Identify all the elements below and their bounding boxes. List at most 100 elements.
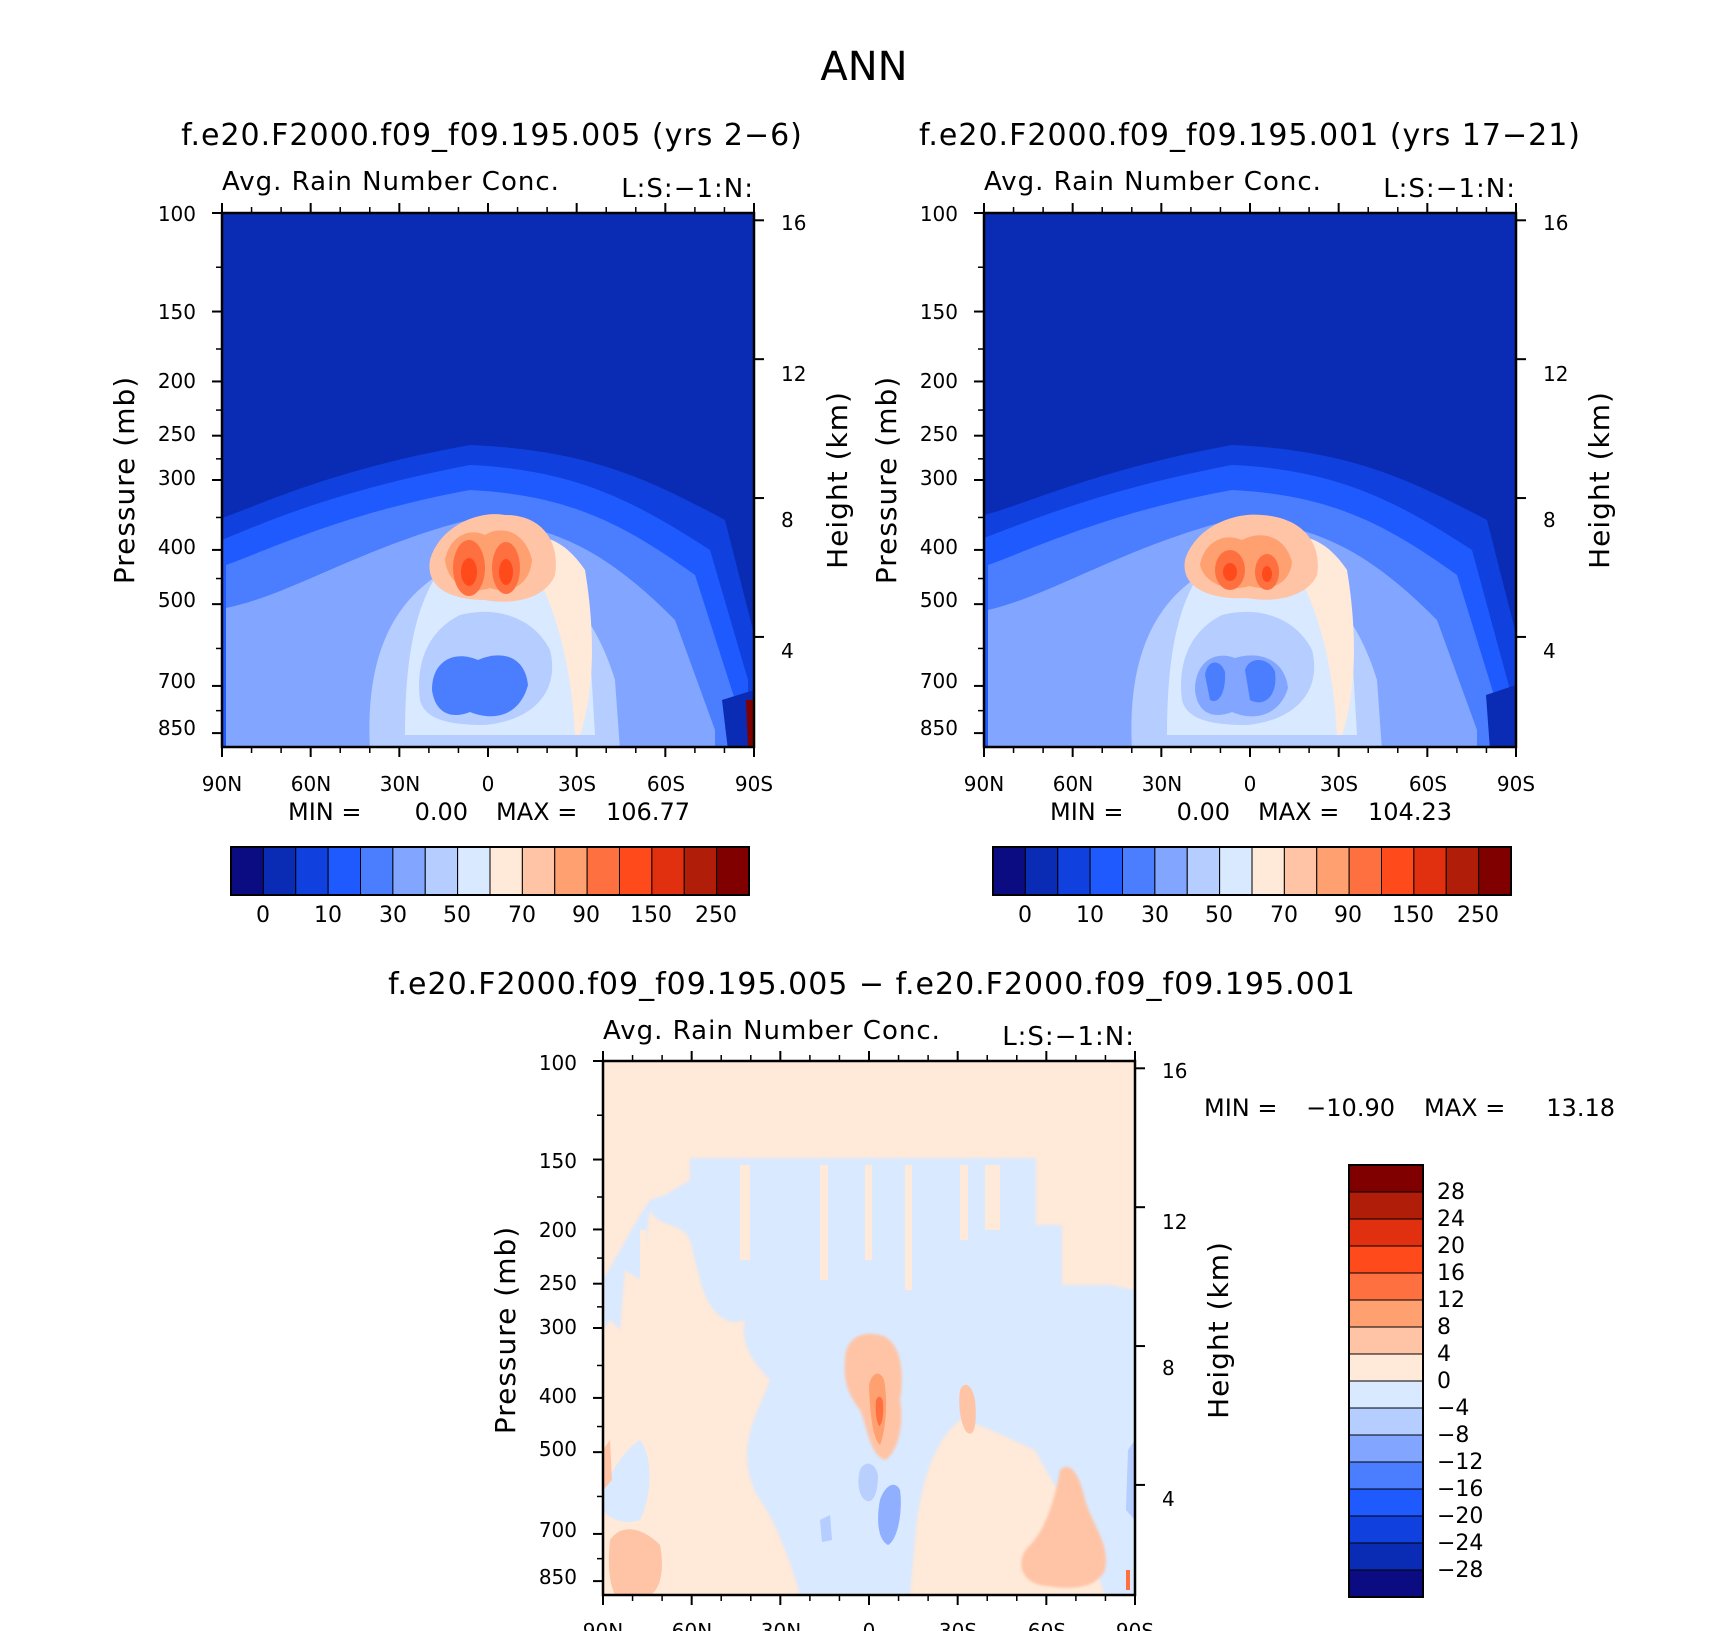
panel-title-right: L:S:−1:N: (621, 174, 754, 204)
y-tick-label: 400 (920, 535, 958, 559)
x-tick-label: 30N (1142, 772, 1182, 796)
contour-field (222, 213, 754, 747)
colorbar-swatch (1381, 846, 1415, 896)
panel-title: Avg. Rain Number Conc. (222, 167, 560, 197)
colorbar-swatch (1348, 1353, 1424, 1382)
colorbar (230, 846, 750, 896)
y-tick-label: 200 (158, 369, 196, 393)
colorbar-swatch (1348, 846, 1382, 896)
colorbar-swatch (1089, 846, 1123, 896)
y-tick-label: 100 (158, 202, 196, 226)
y-tick-label: 300 (539, 1315, 577, 1339)
colorbar-swatch (1348, 1488, 1424, 1517)
y-tick-labels: 100 150 200 250 300 400 500 700 850 (158, 202, 196, 740)
colorbar-swatch (424, 846, 459, 896)
colorbar-label: 8 (1437, 1315, 1451, 1340)
y-tick-label: 700 (158, 669, 196, 693)
y-tick-label: 100 (920, 202, 958, 226)
max-label: MAX = (1258, 798, 1339, 826)
x-tick-label: 90N (202, 772, 242, 796)
y-right-tick-label: 4 (1162, 1487, 1175, 1511)
colorbar-swatch (683, 846, 718, 896)
colorbar-label: −28 (1437, 1558, 1483, 1583)
colorbar-label: 28 (1437, 1180, 1465, 1205)
x-tick-labels: 90N 60N 30N 0 30S 60S 90S (202, 772, 773, 796)
colorbar-label: −8 (1437, 1423, 1469, 1448)
y-tick-label: 200 (920, 369, 958, 393)
colorbar-label: 0 (1437, 1369, 1451, 1394)
y-tick-label: 250 (539, 1271, 577, 1295)
y-tick-label: 700 (539, 1518, 577, 1542)
colorbar-swatch (1024, 846, 1059, 896)
figure-title: ANN (820, 44, 907, 90)
colorbar-swatch (1251, 846, 1285, 896)
colorbar-swatch (457, 846, 491, 896)
y-right-tick-labels: 16 12 8 4 (1162, 1059, 1187, 1511)
colorbar-label: −20 (1437, 1504, 1483, 1529)
x-tick-label: 90S (1497, 772, 1535, 796)
x-tick-label: 30N (761, 1619, 801, 1631)
colorbar-label: 150 (630, 903, 672, 928)
y-tick-label: 150 (539, 1149, 577, 1173)
contour-field (984, 213, 1516, 747)
y-tick-label: 500 (158, 588, 196, 612)
x-tick-label: 60N (1053, 772, 1093, 796)
y-tick-label: 200 (539, 1218, 577, 1242)
max-label: MAX = (1424, 1094, 1505, 1122)
colorbar-frame (992, 846, 1512, 896)
x-tick-label: 60S (1028, 1619, 1066, 1631)
x-tick-label: 60S (1409, 772, 1447, 796)
panel-difference: f.e20.F2000.f09_f09.195.005 − f.e20.F200… (388, 967, 1615, 1631)
colorbar-swatch (1283, 846, 1318, 896)
y-tick-label: 850 (920, 716, 958, 740)
colorbar-labels: 28 24 20 16 12 8 4 0 −4 −8 −12 −16 −20 −… (1437, 1180, 1483, 1583)
panel-case-2: f.e20.F2000.f09_f09.195.001 (yrs 17−21) … (870, 118, 1616, 928)
min-value: 0.00 (1177, 798, 1230, 826)
y-tick-label: 250 (920, 422, 958, 446)
x-tick-label: 90S (735, 772, 773, 796)
colorbar-label: 70 (508, 903, 536, 928)
colorbar-label: 30 (379, 903, 407, 928)
min-value: 0.00 (415, 798, 468, 826)
min-value: −10.90 (1306, 1094, 1395, 1122)
colorbar-swatch (1348, 1164, 1424, 1193)
colorbar-label: 70 (1270, 903, 1298, 928)
max-value: 13.18 (1546, 1094, 1615, 1122)
colorbar-label: 250 (695, 903, 737, 928)
colorbar-swatch (1413, 846, 1447, 896)
y-right-axis-label: Height (km) (821, 391, 854, 569)
max-value: 104.23 (1368, 798, 1452, 826)
x-tick-label: 0 (482, 772, 495, 796)
y-tick-label: 300 (920, 466, 958, 490)
colorbar-swatch (1348, 1272, 1424, 1301)
colorbar-frame (1348, 1164, 1424, 1598)
colorbar-label: 16 (1437, 1261, 1465, 1286)
colorbar-label: 50 (443, 903, 471, 928)
x-tick-label: 0 (1244, 772, 1257, 796)
colorbar-swatch (1348, 1191, 1424, 1220)
x-tick-labels: 90N 60N 30N 0 30S 60S 90S (964, 772, 1535, 796)
y-axis-label: Pressure (mb) (870, 376, 903, 584)
colorbar-swatch (230, 846, 264, 896)
colorbar-label: 250 (1457, 903, 1499, 928)
colorbar-label: 0 (256, 903, 270, 928)
colorbar-swatch (327, 846, 361, 896)
colorbar-swatch (1186, 846, 1221, 896)
colorbar-swatch (1445, 846, 1480, 896)
x-tick-labels: 90N 60N 30N 0 30S 60S 90S (583, 1619, 1154, 1631)
colorbar-label: 150 (1392, 903, 1434, 928)
colorbar-swatch (360, 846, 394, 896)
colorbar-swatch (619, 846, 653, 896)
min-label: MIN = (288, 798, 361, 826)
colorbar-label: 0 (1018, 903, 1032, 928)
y-right-tick-label: 8 (1162, 1356, 1175, 1380)
colorbar-label: 12 (1437, 1288, 1465, 1313)
colorbar-label: 24 (1437, 1207, 1465, 1232)
panel-case-1: f.e20.F2000.f09_f09.195.005 (yrs 2−6) Av… (108, 118, 854, 928)
colorbar-swatch (554, 846, 588, 896)
colorbar-swatch (992, 846, 1026, 896)
min-max-readout: MIN = −10.90 MAX = 13.18 (1204, 1094, 1615, 1122)
case-title: f.e20.F2000.f09_f09.195.001 (yrs 17−21) (919, 118, 1581, 153)
colorbar-label: 4 (1437, 1342, 1451, 1367)
y-tick-label: 100 (539, 1051, 577, 1075)
